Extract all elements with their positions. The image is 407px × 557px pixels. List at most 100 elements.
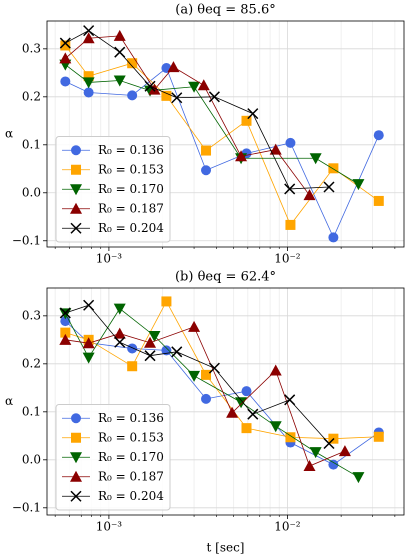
marker <box>269 421 282 433</box>
legend-label: R₀ = 0.153 <box>98 162 164 176</box>
marker <box>171 346 183 358</box>
marker <box>303 189 316 201</box>
legend-label: R₀ = 0.204 <box>98 489 164 503</box>
marker <box>60 40 71 51</box>
legend-marker <box>71 164 81 175</box>
y-tick-label: 0.1 <box>22 404 41 418</box>
marker <box>235 397 248 409</box>
marker <box>161 296 172 307</box>
chart-title: (b) θeq = 62.4° <box>175 270 276 285</box>
marker <box>82 32 95 44</box>
marker <box>83 25 95 37</box>
marker <box>309 447 322 459</box>
y-tick-label: 0.3 <box>22 41 41 55</box>
x-axis-label: t [sec] <box>207 541 245 555</box>
marker <box>60 76 71 87</box>
marker <box>59 52 72 64</box>
marker <box>144 80 156 92</box>
marker <box>373 130 384 141</box>
marker <box>161 90 172 101</box>
legend-marker <box>70 202 82 214</box>
marker <box>323 181 335 193</box>
legend-label: R₀ = 0.187 <box>98 201 164 215</box>
marker <box>285 432 296 443</box>
marker <box>82 352 95 364</box>
marker <box>285 137 296 148</box>
marker <box>201 369 212 380</box>
marker <box>113 327 126 339</box>
marker <box>127 343 138 354</box>
marker <box>60 327 71 338</box>
x-tick-label: 10⁻³ <box>96 520 123 534</box>
marker <box>247 408 259 420</box>
y-tick-label: −0.1 <box>12 500 41 514</box>
marker <box>114 336 126 348</box>
marker <box>59 333 72 345</box>
marker <box>352 472 365 484</box>
x-tick-label: 10⁻² <box>274 520 301 534</box>
marker <box>328 163 339 174</box>
series-line <box>65 64 359 185</box>
marker <box>323 437 335 450</box>
legend-marker <box>71 413 81 424</box>
marker <box>167 61 180 73</box>
legend-box <box>55 404 171 511</box>
marker <box>59 37 71 49</box>
marker <box>83 299 95 311</box>
marker <box>328 459 339 470</box>
marker <box>59 307 71 319</box>
legend-label: R₀ = 0.170 <box>98 450 164 464</box>
marker <box>269 143 282 155</box>
legend-marker <box>71 145 81 156</box>
marker <box>148 83 161 95</box>
legend-marker <box>71 432 81 443</box>
marker <box>269 364 282 376</box>
marker <box>303 460 316 472</box>
marker <box>352 179 365 191</box>
marker <box>127 361 138 372</box>
y-tick-label: 0.0 <box>22 185 41 199</box>
marker <box>284 394 296 406</box>
chart-title: (a) θeq = 85.6° <box>175 3 275 18</box>
marker <box>201 393 212 404</box>
legend-label: R₀ = 0.136 <box>98 411 164 425</box>
marker <box>127 90 138 101</box>
marker <box>247 108 259 120</box>
legend-label: R₀ = 0.187 <box>98 469 164 483</box>
marker <box>82 77 95 89</box>
marker <box>208 91 220 103</box>
marker <box>171 92 183 104</box>
marker <box>201 145 212 156</box>
marker <box>201 165 212 176</box>
marker <box>309 153 322 165</box>
plot-frame <box>46 20 405 248</box>
y-axis-label: α <box>5 127 13 141</box>
x-tick-label: 10⁻² <box>274 252 301 266</box>
plot-frame <box>46 287 405 516</box>
marker <box>188 370 201 382</box>
y-tick-label: 0.2 <box>22 89 41 103</box>
marker <box>113 29 126 41</box>
marker <box>373 195 384 206</box>
y-tick-label: −0.1 <box>12 233 41 247</box>
x-tick-label: 10⁻³ <box>96 252 123 266</box>
marker <box>113 303 126 315</box>
legend-label: R₀ = 0.204 <box>98 221 164 235</box>
legend-marker <box>70 452 82 464</box>
marker <box>285 219 296 230</box>
legend-label: R₀ = 0.170 <box>98 182 164 196</box>
marker <box>284 183 296 195</box>
marker <box>208 362 220 374</box>
marker <box>235 150 248 162</box>
marker <box>188 320 201 332</box>
marker <box>83 87 94 98</box>
marker <box>373 431 384 442</box>
legend-label: R₀ = 0.136 <box>98 143 164 157</box>
marker <box>197 79 210 91</box>
legend-marker <box>70 470 82 482</box>
legend-marker <box>70 222 82 234</box>
legend-marker <box>70 490 82 502</box>
legend-marker <box>70 184 82 196</box>
marker <box>144 336 157 348</box>
